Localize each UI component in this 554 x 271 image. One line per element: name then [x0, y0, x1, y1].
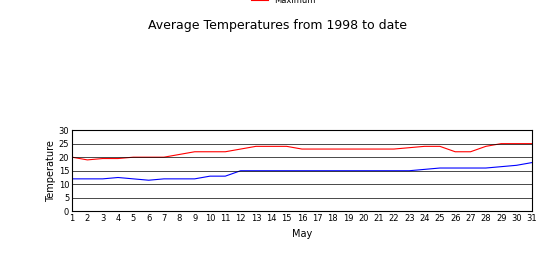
Minimum: [222, 175, 229, 178]
Minimum: [483, 166, 489, 170]
Minimum: [161, 177, 167, 180]
Maximum: [176, 153, 183, 156]
Minimum: [207, 175, 213, 178]
Maximum: [84, 158, 91, 162]
Text: Average Temperatures from 1998 to date: Average Temperatures from 1998 to date: [147, 19, 407, 32]
Maximum: [437, 145, 443, 148]
Minimum: [145, 179, 152, 182]
Minimum: [437, 166, 443, 170]
Maximum: [391, 147, 397, 151]
Maximum: [191, 150, 198, 153]
Maximum: [467, 150, 474, 153]
Minimum: [391, 169, 397, 172]
Maximum: [145, 156, 152, 159]
Minimum: [314, 169, 321, 172]
Minimum: [452, 166, 459, 170]
Minimum: [345, 169, 351, 172]
Maximum: [406, 146, 413, 149]
Minimum: [115, 176, 121, 179]
Y-axis label: Temperature: Temperature: [46, 140, 56, 202]
Minimum: [130, 177, 137, 180]
Maximum: [345, 147, 351, 151]
Line: Minimum: Minimum: [72, 163, 532, 180]
Minimum: [529, 161, 535, 164]
Minimum: [375, 169, 382, 172]
Maximum: [268, 145, 275, 148]
Line: Maximum: Maximum: [72, 144, 532, 160]
Minimum: [406, 169, 413, 172]
Minimum: [99, 177, 106, 180]
Minimum: [329, 169, 336, 172]
Maximum: [130, 156, 137, 159]
Maximum: [329, 147, 336, 151]
Minimum: [283, 169, 290, 172]
Maximum: [237, 147, 244, 151]
Maximum: [69, 156, 75, 159]
Minimum: [513, 164, 520, 167]
Minimum: [421, 168, 428, 171]
X-axis label: May: May: [292, 229, 312, 239]
Maximum: [283, 145, 290, 148]
Maximum: [253, 145, 259, 148]
Maximum: [513, 142, 520, 145]
Maximum: [498, 142, 505, 145]
Minimum: [176, 177, 183, 180]
Legend: Minimum, Maximum: Minimum, Maximum: [251, 0, 316, 5]
Minimum: [268, 169, 275, 172]
Maximum: [375, 147, 382, 151]
Minimum: [84, 177, 91, 180]
Maximum: [360, 147, 367, 151]
Minimum: [253, 169, 259, 172]
Maximum: [115, 157, 121, 160]
Maximum: [99, 157, 106, 160]
Maximum: [483, 145, 489, 148]
Minimum: [498, 165, 505, 168]
Minimum: [69, 177, 75, 180]
Maximum: [299, 147, 305, 151]
Minimum: [299, 169, 305, 172]
Minimum: [467, 166, 474, 170]
Maximum: [452, 150, 459, 153]
Maximum: [161, 156, 167, 159]
Maximum: [421, 145, 428, 148]
Maximum: [222, 150, 229, 153]
Minimum: [237, 169, 244, 172]
Maximum: [207, 150, 213, 153]
Maximum: [314, 147, 321, 151]
Minimum: [191, 177, 198, 180]
Minimum: [360, 169, 367, 172]
Maximum: [529, 142, 535, 145]
